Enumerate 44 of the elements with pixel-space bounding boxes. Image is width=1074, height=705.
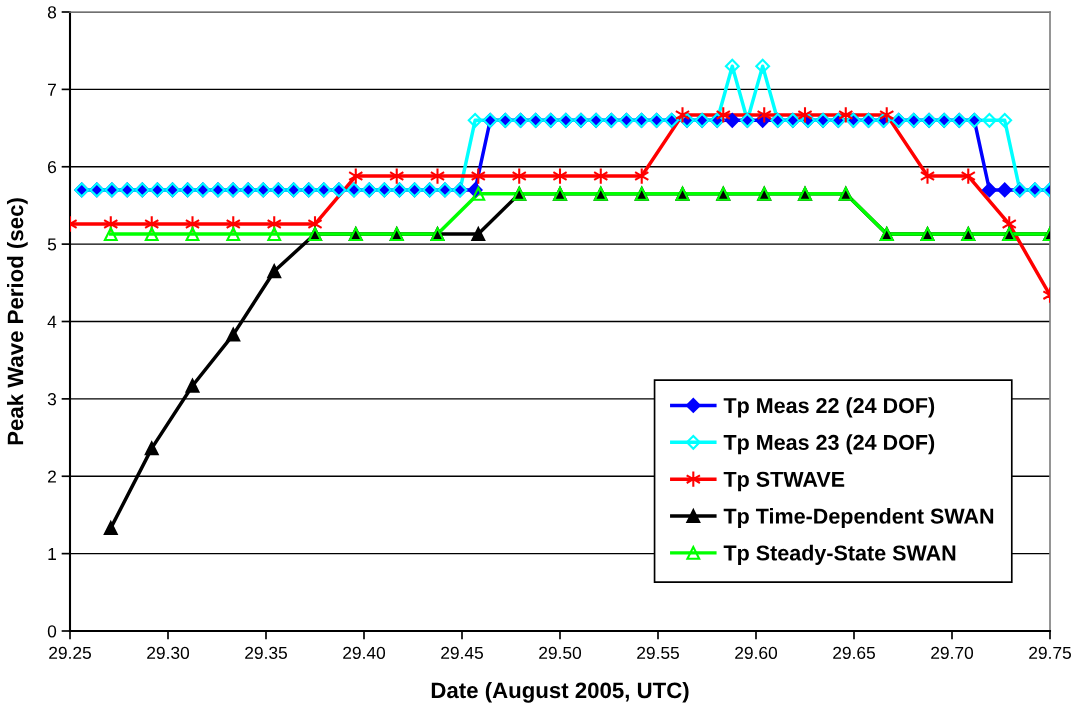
legend-label: Tp Time-Dependent SWAN — [723, 507, 994, 529]
point — [185, 378, 200, 393]
point — [919, 167, 936, 185]
y-tick-label: 8 — [47, 6, 57, 19]
legend-label: Tp STWAVE — [723, 471, 845, 492]
x-tick-label: 29.60 — [735, 646, 778, 660]
x-tick-label: 29.30 — [147, 646, 190, 660]
x-tick-label: 29.70 — [931, 646, 974, 660]
x-axis-title: Date (August 2005, UTC) — [431, 681, 689, 703]
x-tick-label: 29.50 — [539, 646, 582, 660]
y-tick-label: 5 — [47, 238, 57, 251]
x-tick-label: 29.25 — [49, 646, 91, 660]
point — [226, 327, 241, 342]
x-tick-label: 29.65 — [833, 646, 875, 660]
point — [185, 227, 200, 242]
point — [144, 441, 159, 456]
x-tick-label: 29.35 — [245, 646, 287, 660]
point — [267, 227, 282, 242]
y-tick-label: 0 — [47, 625, 57, 638]
point — [144, 227, 159, 242]
legend-label: Tp Meas 23 (24 DOF) — [723, 434, 935, 455]
point — [103, 227, 118, 242]
point — [389, 167, 405, 185]
point — [103, 521, 118, 536]
point — [471, 227, 486, 242]
point — [471, 186, 486, 201]
y-tick-label: 4 — [47, 315, 57, 328]
x-tick-label: 29.55 — [637, 646, 679, 660]
y-tick-label: 1 — [48, 547, 56, 560]
x-tick-label: 29.45 — [441, 646, 483, 660]
legend-label: Tp Steady-State SWAN — [723, 544, 956, 565]
point — [226, 227, 241, 242]
x-tick-label: 29.75 — [1029, 646, 1071, 660]
point — [267, 264, 282, 279]
point — [634, 167, 650, 185]
x-tick-label: 29.40 — [343, 646, 386, 660]
legend-label: Tp Meas 22 (24 DOF) — [723, 397, 935, 418]
y-tick-label: 6 — [48, 160, 57, 174]
y-tick-label: 7 — [48, 83, 56, 96]
y-tick-label: 2 — [48, 470, 56, 483]
y-tick-label: 3 — [47, 393, 57, 406]
point — [674, 106, 691, 124]
point — [429, 167, 446, 185]
y-axis-title: Peak Wave Period (sec) — [6, 198, 28, 445]
